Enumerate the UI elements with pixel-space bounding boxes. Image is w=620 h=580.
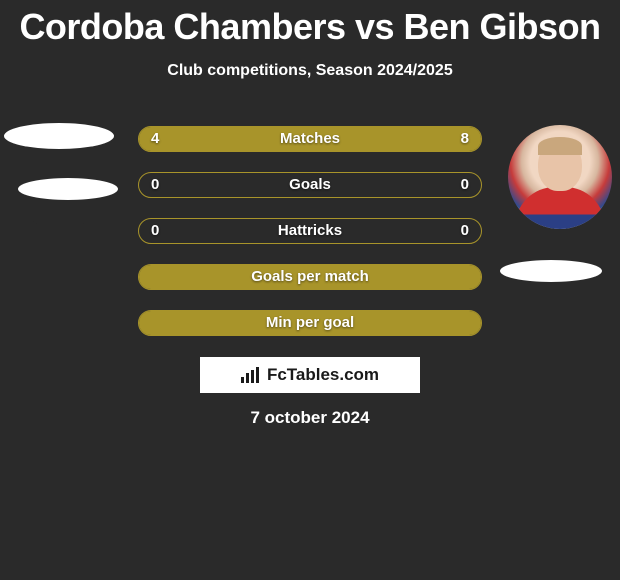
subtitle: Club competitions, Season 2024/2025 — [0, 62, 620, 80]
stat-label: Matches — [139, 130, 481, 147]
date-text: 7 october 2024 — [0, 408, 620, 428]
stat-row-min-per-goal: Min per goal — [138, 310, 482, 336]
decorative-ellipse — [500, 260, 602, 282]
page-title: Cordoba Chambers vs Ben Gibson — [0, 0, 620, 48]
decorative-ellipse — [18, 178, 118, 200]
stat-row-goals: 0 Goals 0 — [138, 172, 482, 198]
stat-row-hattricks: 0 Hattricks 0 — [138, 218, 482, 244]
stat-label: Goals per match — [139, 268, 481, 285]
stat-label: Hattricks — [139, 222, 481, 239]
stat-value-right: 0 — [461, 176, 469, 193]
stat-label: Goals — [139, 176, 481, 193]
decorative-ellipse — [4, 123, 114, 149]
stats-panel: 4 Matches 8 0 Goals 0 0 Hattricks 0 Goal… — [138, 126, 482, 356]
brand-text: FcTables.com — [267, 365, 379, 385]
stat-row-goals-per-match: Goals per match — [138, 264, 482, 290]
chart-icon — [241, 367, 261, 383]
stat-label: Min per goal — [139, 314, 481, 331]
stat-row-matches: 4 Matches 8 — [138, 126, 482, 152]
stat-value-right: 0 — [461, 222, 469, 239]
player-right-avatar — [508, 125, 612, 229]
stat-value-right: 8 — [461, 130, 469, 147]
brand-badge: FcTables.com — [200, 357, 420, 393]
